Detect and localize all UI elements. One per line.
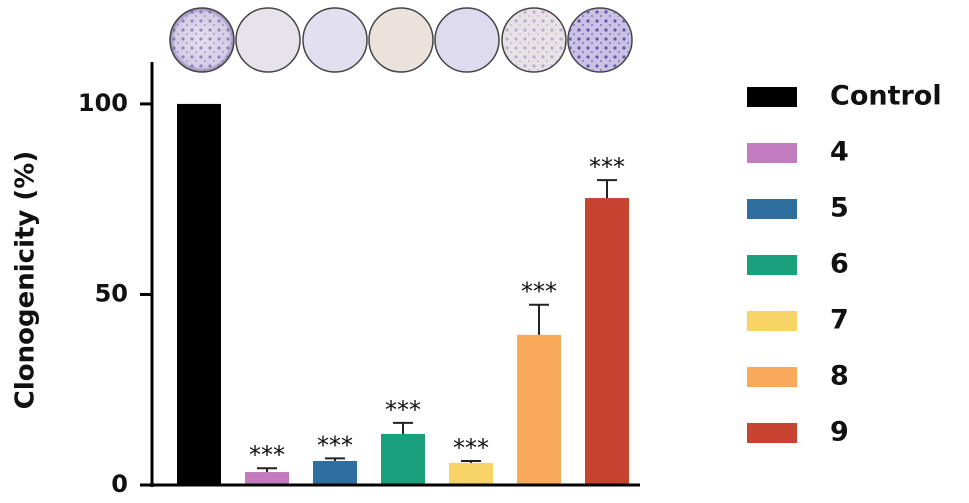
significance-label: *** [385, 396, 421, 424]
significance-label: *** [249, 441, 285, 469]
bar [313, 460, 357, 485]
well-images [169, 7, 633, 73]
significance-label: *** [589, 153, 625, 181]
legend-swatch [747, 311, 797, 331]
bar [585, 198, 629, 485]
y-tick-label: 50 [95, 279, 128, 307]
significance-label: *** [521, 278, 557, 306]
bar [245, 472, 289, 485]
legend-label: 7 [830, 305, 849, 336]
y-tick-label: 0 [111, 470, 128, 498]
legend-swatch [747, 367, 797, 387]
legend-label: 5 [830, 193, 849, 224]
bar [517, 334, 561, 485]
legend-swatch [747, 255, 797, 275]
legend-swatch [747, 199, 797, 219]
legend-swatch [747, 143, 797, 163]
bar [381, 433, 425, 485]
bar [177, 103, 221, 486]
significance-label: *** [317, 431, 353, 459]
legend-label: 8 [830, 361, 849, 392]
y-axis-label: Clonogenicity (%) [11, 151, 41, 409]
legend-swatch [747, 87, 797, 107]
y-tick-label: 100 [78, 89, 128, 117]
legend-label: 4 [830, 137, 849, 168]
legend-label: Control [830, 81, 942, 112]
legend-swatch [747, 423, 797, 443]
legend-label: 9 [830, 417, 849, 448]
bar [449, 462, 493, 485]
legend-label: 6 [830, 249, 849, 280]
significance-label: *** [453, 434, 489, 462]
